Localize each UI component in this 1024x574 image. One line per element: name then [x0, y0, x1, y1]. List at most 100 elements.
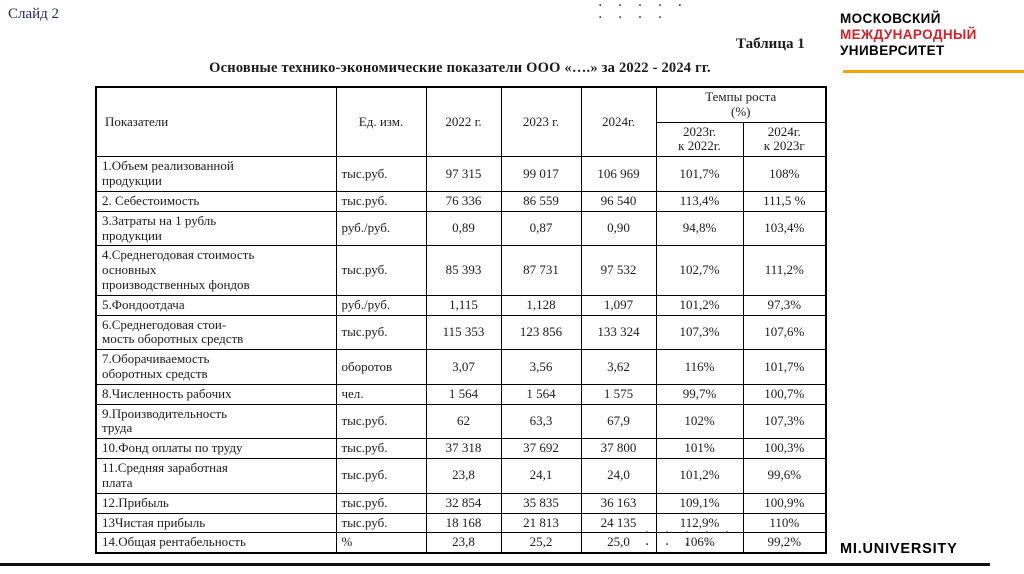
- cell-y2022: 85 393: [425, 245, 502, 296]
- dots-row: · · · · ·: [598, 0, 683, 14]
- cell-g2023: 102%: [655, 403, 744, 440]
- footer-line: [0, 563, 990, 566]
- cell-g2023: 101,7%: [655, 156, 744, 192]
- cell-y2024: 96 540: [580, 190, 657, 212]
- cell-y2024: 3,62: [580, 349, 657, 385]
- cell-g2024: 107,3%: [742, 403, 827, 440]
- table-row: 2. Себестоимость тыс.руб. 76 336 86 559 96 5…: [95, 190, 827, 212]
- header-year-2024: 2024г.: [580, 86, 657, 158]
- cell-indicator: 1.Объем реализованной продукции: [95, 156, 337, 192]
- cell-g2023: 102,7%: [655, 245, 744, 296]
- cell-y2022: 115 353: [425, 314, 502, 351]
- cell-unit: тыс.руб.: [335, 492, 427, 514]
- cell-y2024: 24,0: [580, 458, 657, 494]
- cell-indicator: 6.Среднегодовая стои- мость оборотных ср…: [95, 314, 337, 351]
- table-caption: Таблица 1: [736, 36, 805, 52]
- cell-y2023: 25,2: [500, 532, 582, 554]
- cell-y2023: 123 856: [500, 314, 582, 351]
- cell-y2022: 1 564: [425, 383, 502, 405]
- logo-line3: УНИВЕРСИТЕТ: [840, 43, 945, 58]
- cell-unit: %: [335, 532, 427, 554]
- table-row: 3.Затраты на 1 рубль продукции руб./руб. 0…: [95, 210, 827, 247]
- cell-y2024: 67,9: [580, 403, 657, 440]
- header-year-2022: 2022 г.: [425, 86, 502, 158]
- cell-y2023: 1 564: [500, 383, 582, 405]
- cell-y2024: 25,0: [580, 532, 657, 554]
- cell-y2023: 86 559: [500, 190, 582, 212]
- cell-g2024: 100,3%: [742, 438, 827, 460]
- cell-y2023: 24,1: [500, 458, 582, 494]
- cell-y2022: 32 854: [425, 492, 502, 514]
- cell-g2024: 111,5 %: [742, 190, 827, 212]
- cell-indicator: 7.Оборачиваемость оборотных средств: [95, 349, 337, 385]
- cell-unit: тыс.руб.: [335, 245, 427, 296]
- cell-g2024: 107,6%: [742, 314, 827, 351]
- cell-g2023: 94,8%: [655, 210, 744, 247]
- cell-y2022: 97 315: [425, 156, 502, 192]
- cell-unit: тыс.руб.: [335, 438, 427, 460]
- cell-y2024: 97 532: [580, 245, 657, 296]
- cell-g2023: 113,4%: [655, 190, 744, 212]
- logo-line1: МОСКОВСКИЙ: [840, 11, 941, 26]
- cell-g2023: 106%: [655, 532, 744, 554]
- indicators-table: Показатели Ед. изм. 2022 г. 2023 г. 2024…: [95, 86, 827, 555]
- cell-y2023: 3,56: [500, 349, 582, 385]
- cell-unit: чел.: [335, 383, 427, 405]
- cell-g2024: 103,4%: [742, 210, 827, 247]
- cell-g2023: 101,2%: [655, 458, 744, 494]
- cell-y2022: 37 318: [425, 438, 502, 460]
- cell-y2023: 21 813: [500, 512, 582, 534]
- accent-line-top: [843, 70, 1024, 73]
- table-row: 8.Численность рабочих чел. 1 564 1 564 1 575…: [95, 383, 827, 405]
- table-row: 1.Объем реализованной продукции тыс.руб. 9…: [95, 156, 827, 192]
- header-indicator: Показатели: [95, 86, 337, 158]
- cell-indicator: 14.Общая рентабельность: [95, 532, 337, 554]
- cell-g2024: 101,7%: [742, 349, 827, 385]
- cell-y2022: 23,8: [425, 458, 502, 494]
- cell-y2023: 0,87: [500, 210, 582, 247]
- cell-y2022: 23,8: [425, 532, 502, 554]
- cell-y2022: 0,89: [425, 210, 502, 247]
- cell-y2022: 3,07: [425, 349, 502, 385]
- cell-y2023: 35 835: [500, 492, 582, 514]
- logo-line2: МЕЖДУНАРОДНЫЙ: [840, 27, 977, 42]
- cell-y2024: 133 324: [580, 314, 657, 351]
- cell-unit: руб./руб.: [335, 294, 427, 316]
- table-row: 6.Среднегодовая стои- мость оборотных ср…: [95, 314, 827, 351]
- cell-g2024: 99,2%: [742, 532, 827, 554]
- table-row: 13Чистая прибыль тыс.руб. 18 168 21 813 24 1…: [95, 512, 827, 534]
- table-body: 1.Объем реализованной продукции тыс.руб. 9…: [95, 156, 827, 554]
- cell-unit: тыс.руб.: [335, 403, 427, 440]
- table-row: 11.Средняя заработная плата тыс.руб. 23,8 2…: [95, 458, 827, 494]
- cell-y2024: 106 969: [580, 156, 657, 192]
- cell-unit: тыс.руб.: [335, 314, 427, 351]
- dots-row: · · · · ·: [645, 525, 730, 541]
- cell-g2023: 99,7%: [655, 383, 744, 405]
- table-row: 4.Среднегодовая стоимость основных произ…: [95, 245, 827, 296]
- cell-g2024: 100,7%: [742, 383, 827, 405]
- cell-g2024: 111,2%: [742, 245, 827, 296]
- cell-g2023: 101,2%: [655, 294, 744, 316]
- cell-y2022: 76 336: [425, 190, 502, 212]
- cell-g2023: 116%: [655, 349, 744, 385]
- footer-brand: MI.UNIVERSITY: [840, 541, 958, 557]
- cell-y2023: 99 017: [500, 156, 582, 192]
- table-header: Показатели Ед. изм. 2022 г. 2023 г. 2024…: [95, 86, 827, 158]
- cell-unit: тыс.руб.: [335, 458, 427, 494]
- cell-y2022: 1,115: [425, 294, 502, 316]
- cell-g2023: 109,1%: [655, 492, 744, 514]
- cell-unit: оборотов: [335, 349, 427, 385]
- cell-indicator: 9.Производительность труда: [95, 403, 337, 440]
- cell-indicator: 11.Средняя заработная плата: [95, 458, 337, 494]
- decorative-dots-top: · · · · · · · · ·: [598, 0, 683, 25]
- header-year-2023: 2023 г.: [500, 86, 582, 158]
- cell-unit: тыс.руб.: [335, 156, 427, 192]
- cell-indicator: 10.Фонд оплаты по труду: [95, 438, 337, 460]
- cell-y2023: 1,128: [500, 294, 582, 316]
- cell-g2023: 107,3%: [655, 314, 744, 351]
- decorative-dots-bottom: · · · · · · · · ·: [645, 525, 730, 553]
- dots-row: · · · ·: [645, 537, 710, 553]
- cell-y2024: 37 800: [580, 438, 657, 460]
- header-growth-2024-2023: 2024г. к 2023г: [742, 121, 827, 158]
- table-row: 14.Общая рентабельность% 23,8 25,2 25,0 106%…: [95, 532, 827, 554]
